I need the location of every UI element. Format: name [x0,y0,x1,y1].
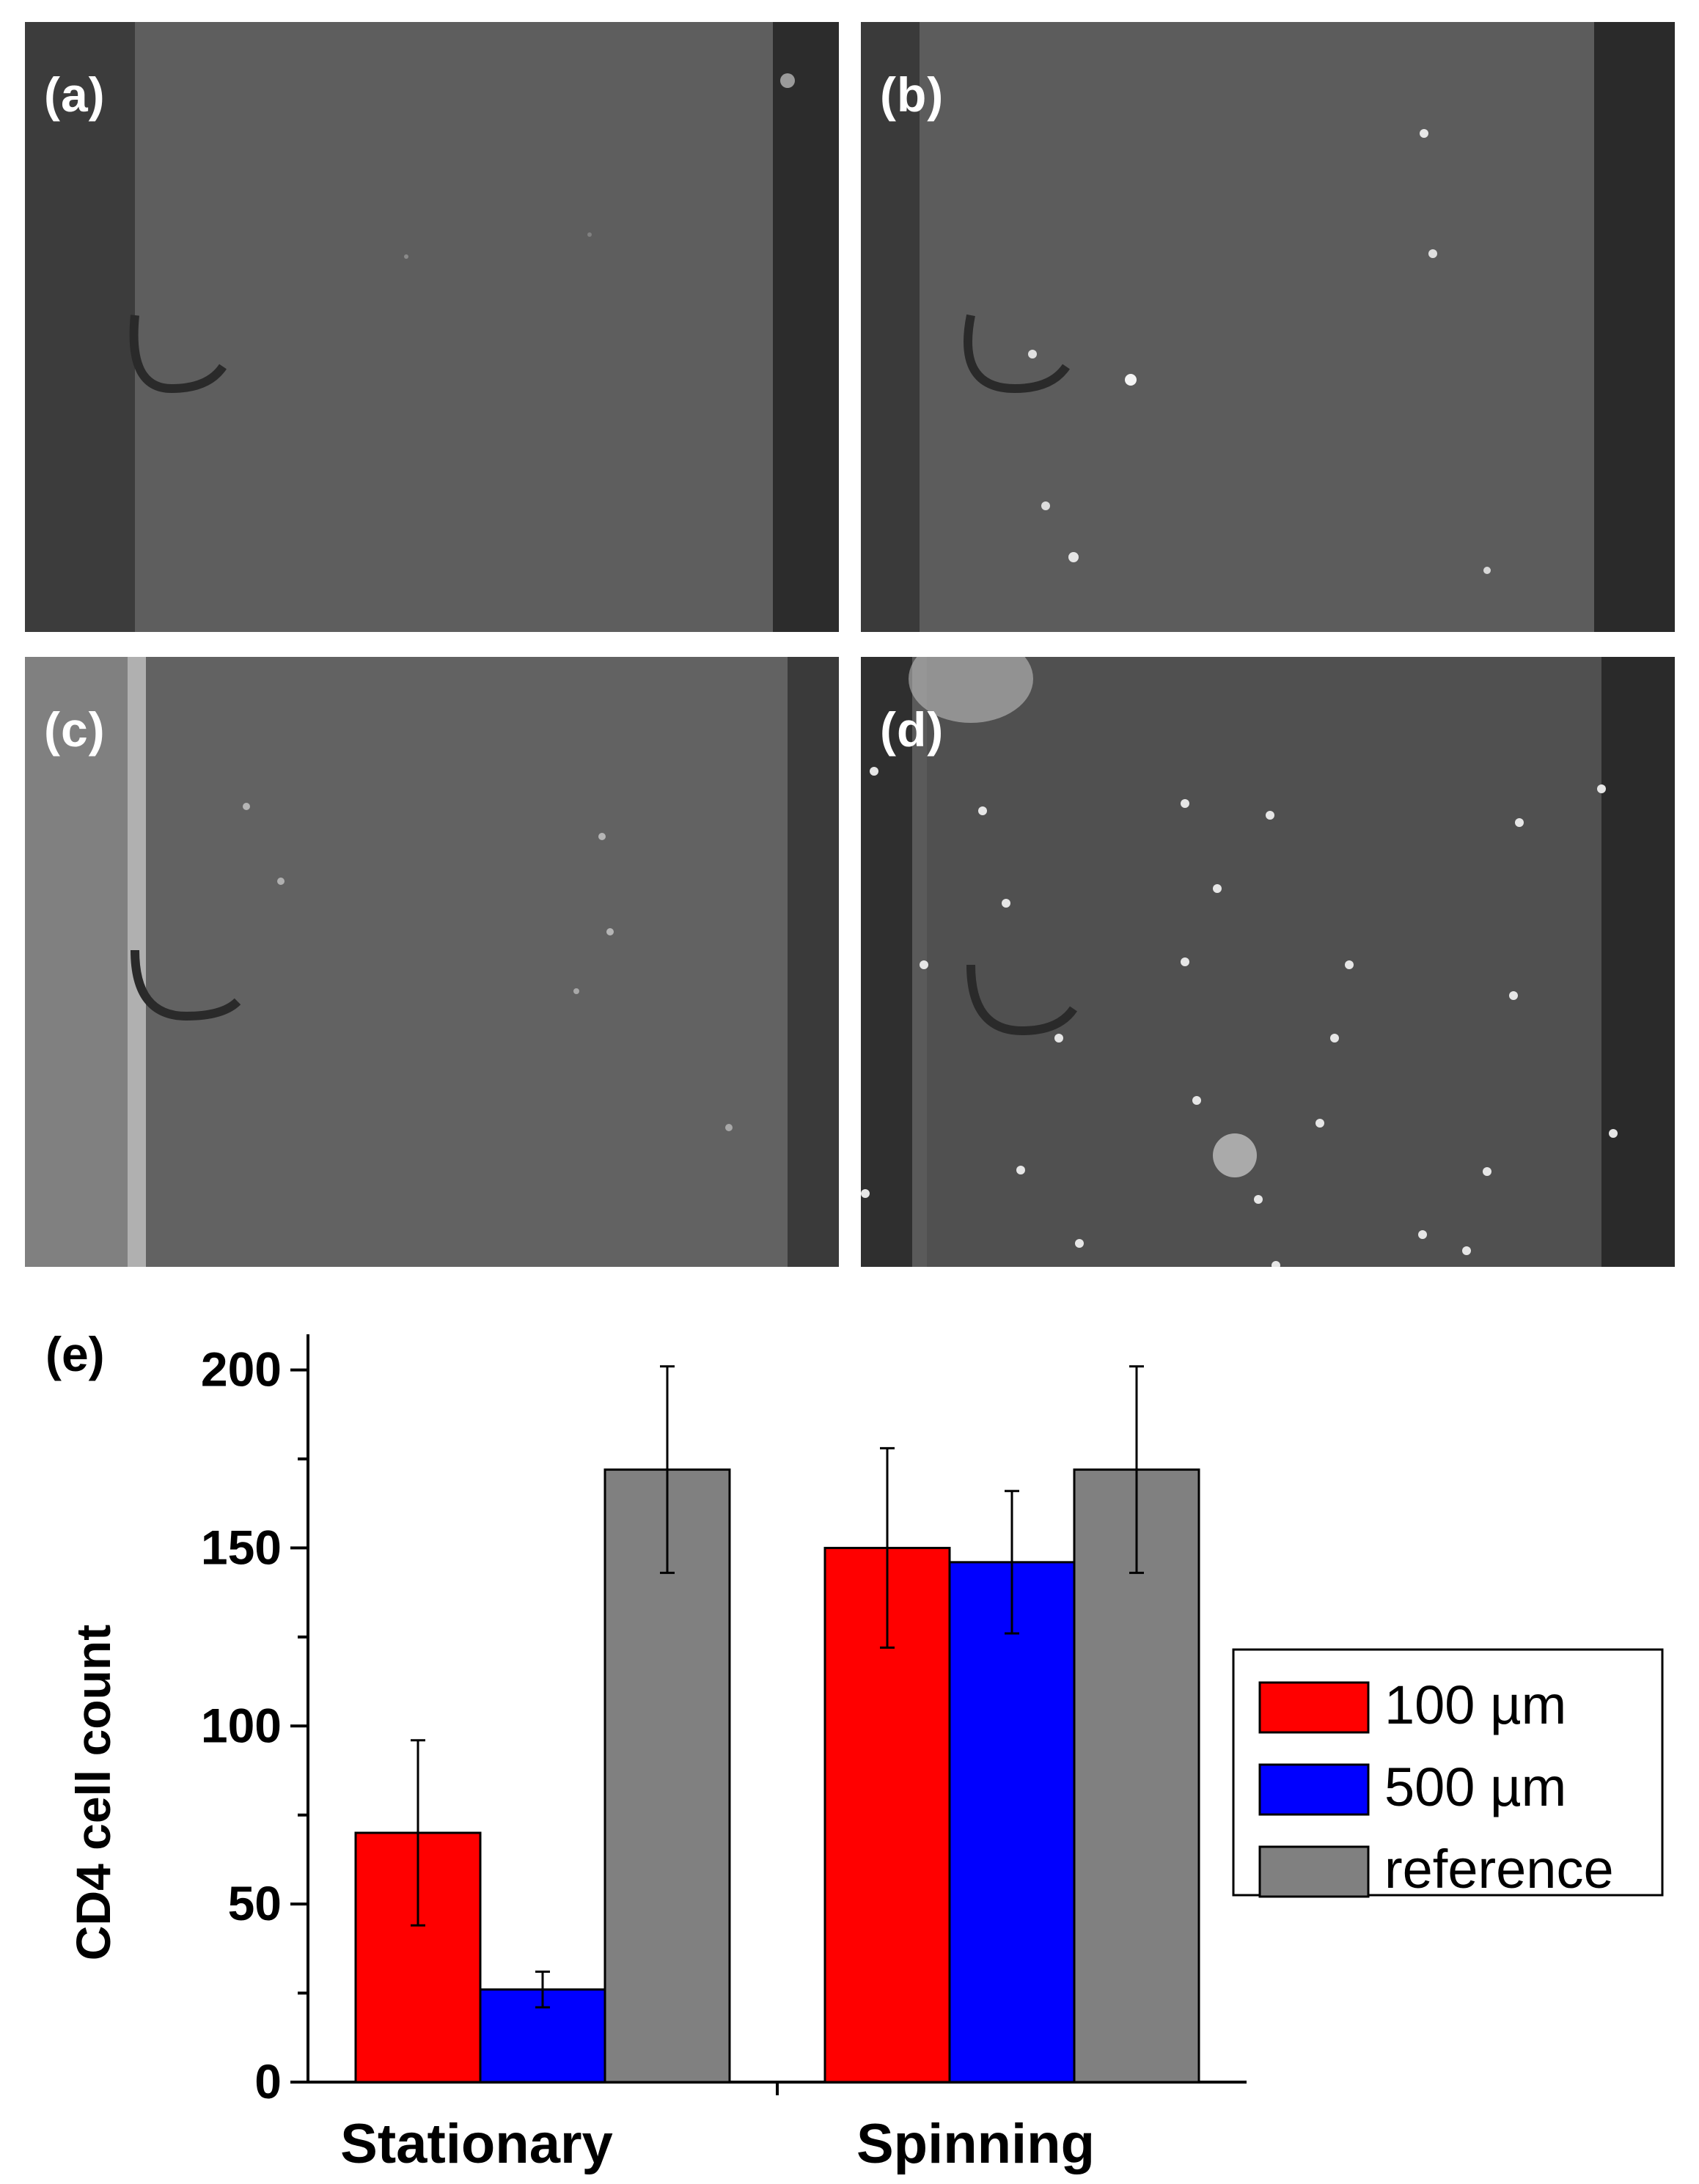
fluorescent-cell-spot [1213,884,1222,893]
fluorescent-cell-spot [1272,1261,1280,1267]
fluorescent-cell-spot [1181,799,1189,808]
legend-swatch [1258,1681,1370,1734]
chart-bars [354,1468,1200,2084]
y-tick-label: 100 [201,1698,282,1752]
fluorescent-cell-spot [1483,1167,1491,1176]
fluorescent-cell-spot [978,806,987,815]
x-tick-label: Spinning [856,2113,1095,2175]
y-tick-label: 200 [201,1342,282,1397]
legend-label: 100 µm [1384,1674,1566,1735]
fluorescent-cell-spot [1054,1034,1063,1043]
y-tick-label: 50 [228,1876,282,1930]
bar-chart: (e) CD4 cell count Stationary Spinning 0 5… [45,1327,1664,2175]
micrograph-panel-d: (d) [861,657,1675,1267]
fluorescent-cell-spot [1075,1239,1084,1248]
fluorescent-cell-spot [1315,1119,1324,1128]
panel-label-c: (c) [44,702,106,757]
panel-label-e: (e) [45,1327,105,1381]
fluorescent-cell-spot [1597,784,1606,793]
panel-label-d: (d) [880,702,944,757]
legend-label: 500 µm [1384,1757,1566,1817]
fluorescent-cell-spot [1345,960,1354,969]
micrograph-panel-c: (c) [25,657,839,1267]
panel-label-b: (b) [880,67,944,122]
micrograph-a-image [25,22,839,632]
fluorescent-cell-spot [1330,1034,1339,1043]
fluorescent-cell-spot [1254,1195,1263,1204]
micrograph-b-image [861,22,1675,632]
micrograph-panel-b: (b) [861,22,1675,632]
y-tick-labels: 0 50 100 150 200 [201,1342,282,2108]
fluorescent-cell-spot [1266,811,1274,820]
fluorescent-cell-spot [1192,1096,1201,1105]
chart-error-bars [411,1365,1144,2009]
fluorescent-cell-spot [1462,1246,1471,1255]
legend-swatch [1258,1763,1370,1816]
y-axis-label: CD4 cell count [66,1625,120,1960]
fluorescent-cell-spot [1609,1129,1618,1138]
panel-label-a: (a) [44,67,106,122]
fluorescent-cell-spot [861,1189,870,1198]
x-tick-label: Stationary [340,2113,613,2175]
y-tick-label: 150 [201,1520,282,1574]
fluorescent-cell-spot [1418,1230,1427,1239]
fluorescent-cell-spot [1509,991,1518,1000]
fluorescent-cell-spot [920,960,928,969]
fluorescent-cell-spot [1002,899,1010,908]
fluorescent-cell-spot [1016,1166,1025,1174]
y-axis-label-group: CD4 cell count [66,1625,120,1960]
x-tick-labels: Stationary Spinning [340,2113,1095,2175]
legend: 100 µm 500 µm reference [1232,1648,1664,1900]
micrograph-c-image [25,657,839,1267]
legend-label: reference [1384,1839,1614,1900]
bar [948,1561,1076,2084]
fluorescent-cell-spot [870,767,878,776]
micrograph-d-image [861,657,1675,1267]
fluorescent-cell-spot [1515,818,1524,827]
fluorescent-cell-spot [1181,957,1189,966]
micrograph-panel-a: (a) [25,22,839,632]
y-tick-label: 0 [254,2054,282,2108]
legend-swatch [1258,1845,1370,1898]
